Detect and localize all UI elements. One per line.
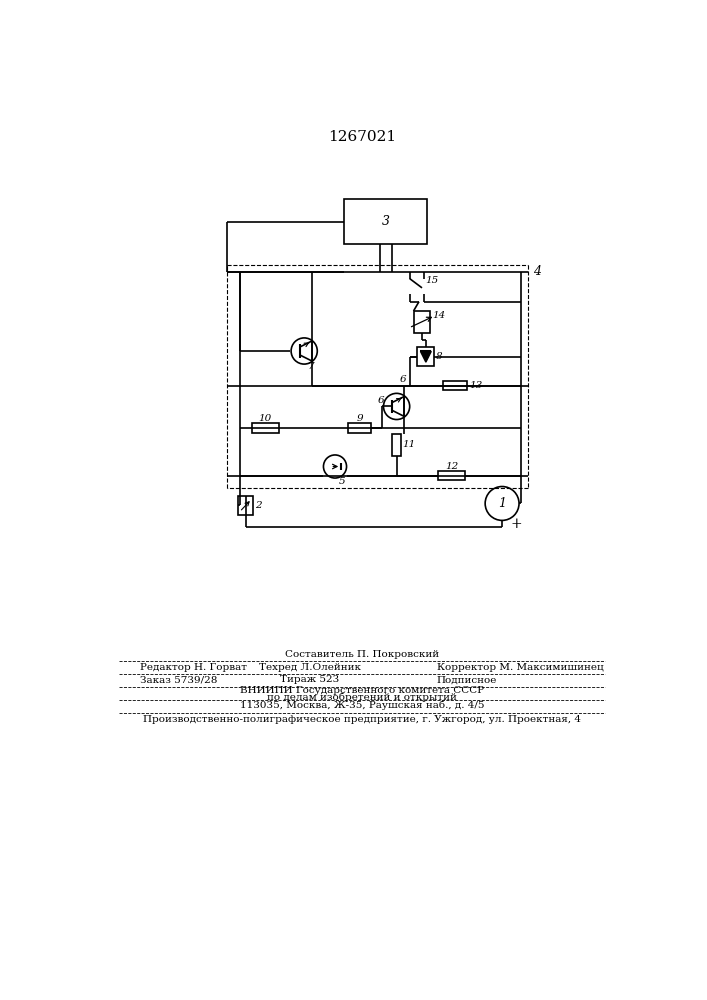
Text: 113035, Москва, Ж-35, Раушская наб., д. 4/5: 113035, Москва, Ж-35, Раушская наб., д. … — [240, 700, 484, 710]
Text: Подписное: Подписное — [437, 675, 497, 684]
Text: Производственно-полиграфическое предприятие, г. Ужгород, ул. Проектная, 4: Производственно-полиграфическое предприя… — [143, 715, 581, 724]
Text: 8: 8 — [436, 352, 443, 361]
Polygon shape — [421, 351, 431, 362]
Text: 5: 5 — [339, 477, 346, 486]
Text: по делам изобретений и открытий: по делам изобретений и открытий — [267, 693, 457, 702]
Bar — [417, 347, 434, 366]
Circle shape — [324, 455, 346, 478]
Text: 14: 14 — [432, 311, 445, 320]
Circle shape — [291, 338, 317, 364]
Text: Редактор Н. Горват: Редактор Н. Горват — [140, 663, 247, 672]
Bar — [438, 471, 465, 480]
Text: Техред Л.Олейник: Техред Л.Олейник — [259, 663, 361, 672]
Text: 13: 13 — [469, 381, 482, 390]
Circle shape — [485, 487, 519, 520]
Bar — [344, 199, 428, 244]
Text: 4: 4 — [533, 265, 541, 278]
Bar — [443, 381, 467, 390]
Text: ВНИИПИ Государственного комитета СССР: ВНИИПИ Государственного комитета СССР — [240, 686, 484, 695]
Text: 1267021: 1267021 — [328, 130, 396, 144]
Text: 1: 1 — [498, 497, 506, 510]
Text: +: + — [511, 517, 522, 531]
Text: Составитель П. Покровский: Составитель П. Покровский — [285, 650, 439, 659]
Bar — [252, 423, 279, 433]
Text: 6: 6 — [399, 375, 406, 384]
Text: 15: 15 — [425, 276, 438, 285]
Text: 6: 6 — [378, 396, 384, 405]
Text: Заказ 5739/28: Заказ 5739/28 — [140, 675, 218, 684]
Text: 2: 2 — [255, 501, 262, 510]
Text: 12: 12 — [445, 462, 458, 471]
Bar — [348, 423, 371, 433]
Bar — [392, 434, 402, 456]
Bar — [414, 311, 431, 333]
Text: 3: 3 — [382, 215, 390, 228]
Bar — [238, 496, 253, 515]
Text: 11: 11 — [403, 440, 416, 449]
Text: 10: 10 — [259, 414, 272, 423]
Text: Тираж 523: Тираж 523 — [280, 675, 339, 684]
Text: 9: 9 — [356, 414, 363, 423]
Text: 7: 7 — [308, 362, 314, 371]
Text: Корректор М. Максимишинец: Корректор М. Максимишинец — [437, 663, 603, 672]
Circle shape — [383, 393, 409, 420]
